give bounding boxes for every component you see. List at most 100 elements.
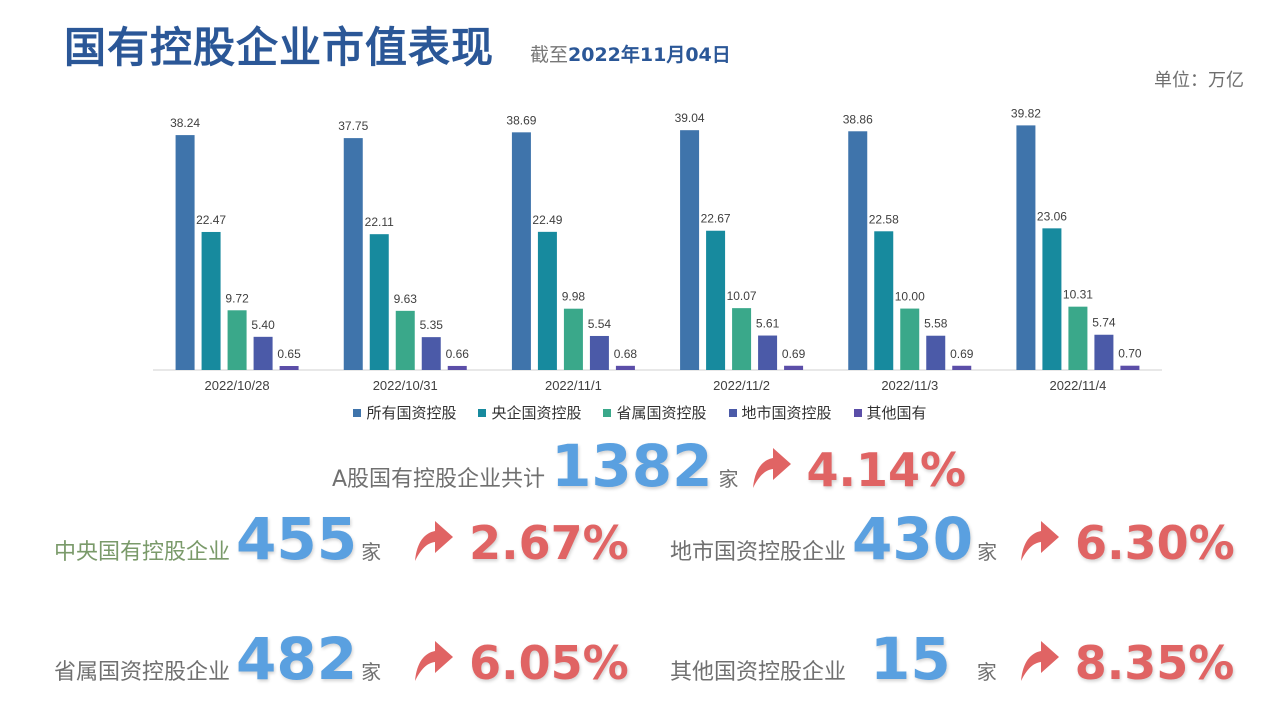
stat-central: 中央国有控股企业 455 家 2.67% (54, 505, 629, 573)
stat-central-unit: 家 (361, 540, 382, 564)
x-tick-label: 2022/11/2 (713, 378, 770, 393)
stat-provincial-label: 省属国资控股企业 (54, 660, 231, 685)
bar-value-label: 9.72 (225, 291, 249, 305)
bar (1120, 365, 1140, 370)
legend-swatch-provincial (603, 408, 612, 417)
bar (1016, 125, 1036, 371)
bar-value-label: 22.49 (532, 213, 562, 227)
legend-item-other: 其他国有 (853, 402, 927, 423)
legend-item-all: 所有国资控股 (353, 402, 456, 423)
bar (563, 308, 583, 370)
as-of-date-value: 2022年11月04日 (568, 44, 731, 66)
market-value-bar-chart: 38.24 22.47 9.725.40 0.65 2022/10/28 37.75 22.… (153, 106, 1162, 393)
up-arrow-icon (1020, 641, 1059, 681)
bar-value-label: 5.35 (420, 318, 444, 332)
bar-value-label: 37.75 (338, 119, 368, 133)
bar-value-label: 5.40 (251, 318, 275, 332)
bar (511, 132, 531, 370)
bar (926, 335, 946, 370)
legend-label-other: 其他国有 (866, 404, 927, 422)
bar-value-label: 22.58 (869, 212, 899, 226)
bar (952, 365, 972, 370)
bar-value-label: 38.24 (170, 116, 200, 130)
bar (253, 336, 273, 370)
stat-provincial-unit: 家 (361, 660, 382, 684)
bar (369, 234, 389, 370)
bar (732, 308, 752, 370)
legend-label-all: 所有国资控股 (366, 404, 457, 422)
bar-value-label: 0.65 (277, 347, 301, 361)
x-tick-label: 2022/11/1 (545, 378, 602, 393)
bar (1094, 334, 1114, 370)
bar-value-label: 39.82 (1011, 106, 1041, 120)
bar-value-label: 10.07 (727, 289, 757, 303)
legend-item-provincial: 省属国资控股 (603, 402, 707, 423)
x-tick-label: 2022/10/28 (205, 378, 270, 393)
up-arrow-icon (415, 521, 454, 561)
bar (343, 138, 363, 370)
bar (201, 231, 221, 370)
stat-total-label: A股国有控股企业共计 (332, 467, 546, 492)
stat-provincial-pct: 6.05% (469, 636, 629, 690)
bar (421, 337, 441, 370)
bar (447, 365, 467, 370)
bar (784, 365, 804, 370)
chart-legend: 所有国资控股 央企国资控股 省属国资控股 地市国资控股 其他国有 (0, 402, 1280, 423)
bar-value-label: 9.98 (562, 290, 586, 304)
bar (758, 335, 778, 370)
bar-value-label: 5.74 (1092, 316, 1116, 330)
up-arrow-icon (752, 448, 791, 488)
stat-municipal: 地市国资控股企业 430 家 6.30% (670, 505, 1235, 573)
bar (706, 230, 726, 370)
stat-municipal-pct: 6.30% (1075, 516, 1235, 570)
bar (848, 131, 868, 370)
up-arrow-icon (1021, 521, 1060, 561)
stat-other-count: 15 (870, 625, 951, 693)
legend-item-central: 央企国资控股 (478, 402, 581, 423)
bar (680, 130, 700, 370)
stat-other-unit: 家 (976, 660, 997, 684)
legend-label-central: 央企国资控股 (491, 404, 582, 422)
bar (615, 365, 635, 370)
bar-value-label: 22.11 (365, 215, 394, 229)
as-of-date: 截至2022年11月04日 (530, 40, 731, 67)
bar-value-label: 22.47 (196, 213, 226, 227)
stat-central-label: 中央国有控股企业 (54, 540, 231, 565)
stat-central-count: 455 (236, 505, 358, 573)
bar-value-label: 5.58 (924, 317, 948, 331)
bar-value-label: 38.69 (506, 113, 536, 127)
stat-total-pct: 4.14% (806, 443, 967, 497)
bar (395, 310, 415, 370)
unit-label: 单位：万亿 (1154, 70, 1244, 91)
bar (1042, 228, 1062, 370)
legend-swatch-other (853, 408, 862, 417)
bar (175, 135, 195, 370)
legend-item-municipal: 地市国资控股 (728, 402, 832, 423)
legend-label-provincial: 省属国资控股 (616, 404, 707, 422)
stat-municipal-label: 地市国资控股企业 (670, 540, 847, 565)
legend-swatch-municipal (728, 408, 737, 417)
bar-value-label: 0.70 (1118, 347, 1142, 361)
bar-value-label: 39.04 (675, 111, 705, 125)
up-arrow-icon (415, 641, 454, 681)
bar (589, 335, 609, 370)
stat-provincial: 省属国资控股企业 482 家 6.05% (54, 625, 629, 693)
x-tick-label: 2022/11/3 (881, 378, 938, 393)
stat-municipal-unit: 家 (977, 540, 998, 564)
as-of-prefix: 截至 (530, 44, 569, 66)
bar-value-label: 9.63 (394, 292, 418, 306)
legend-label-municipal: 地市国资控股 (741, 404, 832, 422)
stat-central-pct: 2.67% (469, 516, 629, 570)
bar-value-label: 0.69 (950, 347, 974, 361)
legend-swatch-all (353, 408, 362, 417)
bar (874, 231, 894, 370)
bar-value-label: 0.66 (446, 347, 470, 361)
bar (227, 310, 247, 370)
stat-municipal-count: 430 (852, 505, 974, 573)
page-title: 国有控股企业市值表现 (64, 23, 495, 72)
bar-value-label: 38.86 (843, 112, 873, 126)
stat-other-pct: 8.35% (1074, 636, 1235, 690)
stat-total: A股国有控股企业共计 1382 家 4.14% (332, 432, 966, 500)
bar (537, 231, 557, 370)
bar-value-label: 0.69 (782, 347, 806, 361)
